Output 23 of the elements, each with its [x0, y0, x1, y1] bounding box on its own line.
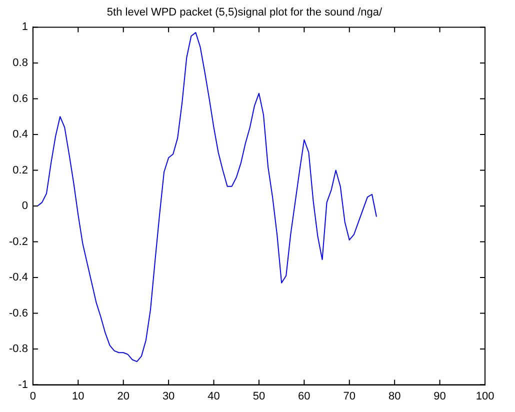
y-tick-label: 1: [22, 21, 28, 34]
y-tick-label: 0.8: [12, 56, 28, 69]
y-tick-label: -0.2: [8, 236, 28, 248]
x-tick-label: 50: [252, 390, 266, 402]
y-tick-label: 0: [22, 200, 28, 212]
chart-title: 5th level WPD packet (5,5)signal plot for the sound /nga/: [106, 6, 384, 19]
x-tick-label: 10: [72, 390, 84, 402]
x-tick-label: 80: [388, 390, 401, 402]
x-tick-label: 90: [434, 390, 446, 402]
y-tick-label: 0.2: [12, 164, 28, 176]
y-tick-label: 0.6: [12, 92, 28, 105]
y-tick-label: -0.6: [8, 307, 28, 320]
x-tick-label: 70: [343, 390, 356, 402]
y-tick-label: -1: [18, 378, 28, 391]
x-tick-label: 0: [30, 390, 36, 402]
x-tick-label: 30: [162, 390, 175, 402]
x-tick-label: 60: [298, 390, 310, 402]
x-tick-label: 100: [476, 390, 494, 402]
y-tick-label: -0.8: [8, 343, 28, 356]
y-tick-label: -0.4: [8, 272, 28, 284]
y-tick-label: 0.4: [12, 128, 28, 141]
x-tick-label: 20: [117, 390, 130, 402]
x-tick-label: 40: [208, 390, 220, 402]
